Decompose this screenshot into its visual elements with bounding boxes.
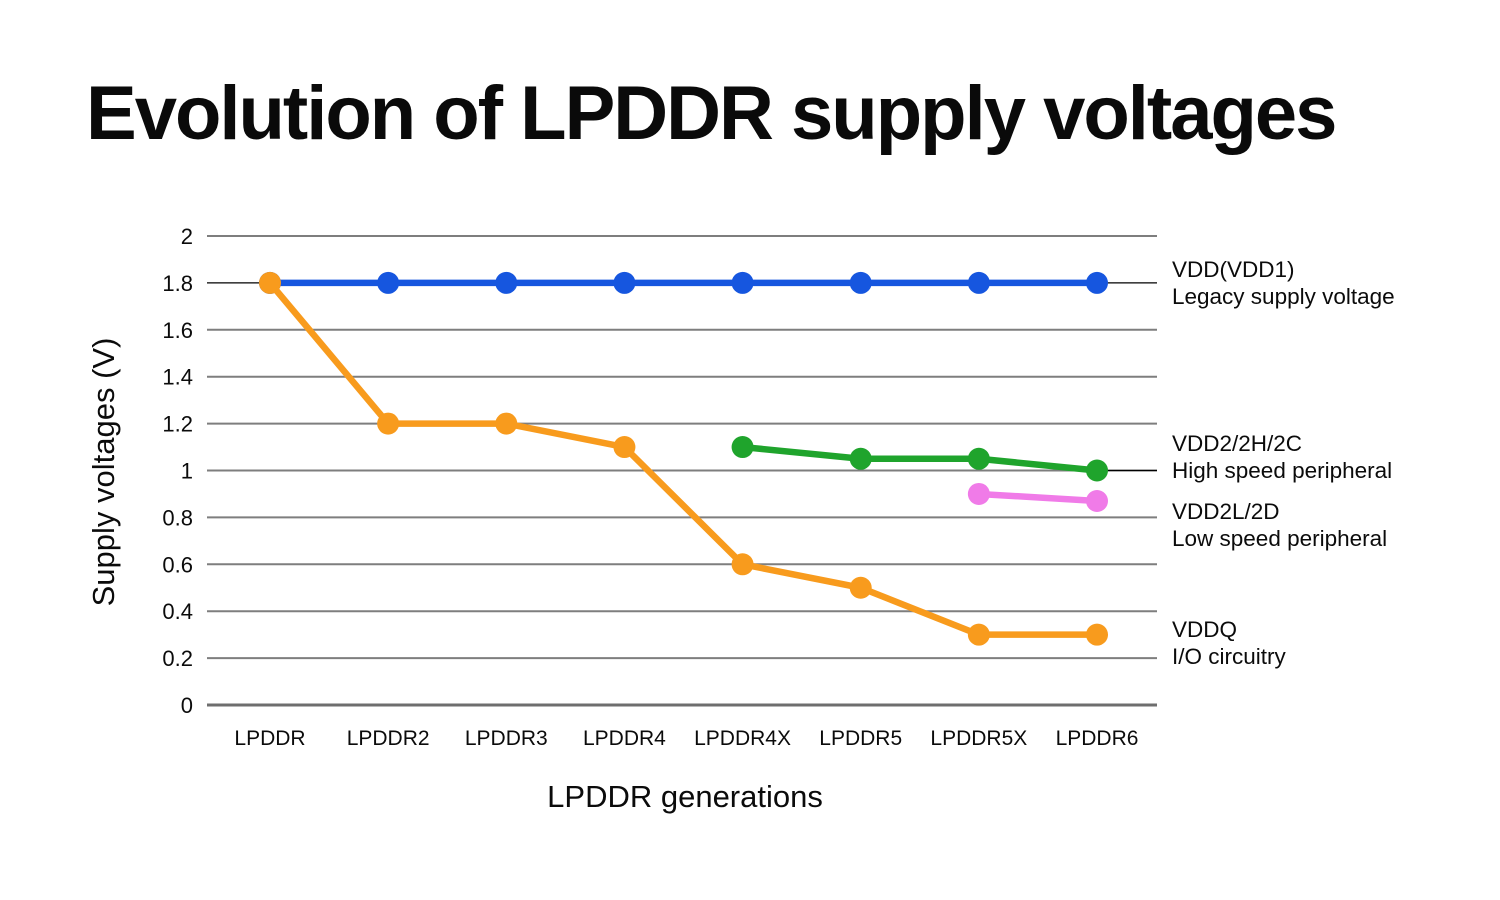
data-point: [731, 271, 754, 294]
data-point: [259, 271, 281, 294]
data-point: [613, 271, 636, 294]
legend-series-name: VDD(VDD1): [1172, 257, 1295, 282]
data-point: [849, 271, 872, 294]
x-tick-label: LPDDR3: [465, 727, 548, 750]
data-point: [849, 447, 872, 470]
data-point: [377, 271, 400, 294]
legend-series-name: VDDQ: [1172, 617, 1238, 642]
data-point: [967, 482, 990, 505]
x-tick-label: LPDDR4: [583, 727, 666, 750]
legend-series-name: VDD2/2H/2C: [1172, 431, 1303, 456]
y-tick-label: 1.4: [162, 365, 193, 390]
legend-series-description: Legacy supply voltage: [1172, 284, 1395, 309]
y-tick-label: 1: [181, 459, 193, 484]
legend-entry-vdd2l-2d: VDD2L/2D Low speed peripheral: [1172, 498, 1500, 552]
y-tick-label: 0.2: [162, 646, 193, 671]
legend-series-name: VDD2L/2D: [1172, 499, 1280, 524]
y-tick-label: 0.4: [162, 599, 193, 624]
data-point: [849, 576, 872, 599]
data-point: [967, 447, 990, 470]
data-point: [731, 436, 754, 459]
y-tick-label: 1.6: [162, 318, 193, 343]
x-tick-label: LPDDR2: [347, 727, 430, 750]
x-tick-label: LPDDR5X: [930, 727, 1027, 750]
x-tick-label: LPDDR5: [819, 727, 902, 750]
legend-entry-vdd-vdd1: VDD(VDD1) Legacy supply voltage: [1172, 256, 1500, 310]
chart-title: Evolution of LPDDR supply voltages: [86, 71, 1337, 156]
data-point: [1086, 623, 1109, 646]
data-point: [967, 623, 990, 646]
series-line: [975, 490, 1101, 505]
y-tick-label: 1.2: [162, 412, 193, 437]
x-tick-label: LPDDR6: [1056, 727, 1139, 750]
data-point: [1086, 489, 1109, 512]
x-tick-label: LPDDR4X: [694, 727, 791, 750]
legend-entry-vddq: VDDQ I/O circuitry: [1172, 616, 1500, 670]
y-tick-label: 0.8: [162, 505, 193, 530]
y-tick-label: 0: [181, 693, 193, 718]
x-axis-title: LPDDR generations: [547, 779, 823, 814]
data-point: [1086, 271, 1109, 294]
data-point: [495, 412, 518, 435]
y-tick-label: 2: [181, 224, 193, 249]
legend-series-description: I/O circuitry: [1172, 644, 1286, 669]
legend-series-description: High speed peripheral: [1172, 458, 1393, 483]
data-point: [495, 271, 518, 294]
legend-entry-vdd2-2h-2c: VDD2/2H/2C High speed peripheral: [1172, 430, 1500, 484]
data-point: [377, 412, 400, 435]
y-tick-label: 0.6: [162, 552, 193, 577]
y-tick-label: 1.8: [162, 271, 193, 296]
y-axis-title: Supply voltages (V): [86, 337, 121, 607]
data-point: [967, 271, 990, 294]
data-point: [613, 436, 636, 459]
data-point: [731, 553, 754, 576]
series-line: [266, 279, 1101, 638]
x-tick-label: LPDDR: [234, 727, 305, 750]
legend-series-description: Low speed peripheral: [1172, 526, 1388, 551]
series-line: [739, 443, 1101, 474]
data-point: [1086, 459, 1109, 482]
